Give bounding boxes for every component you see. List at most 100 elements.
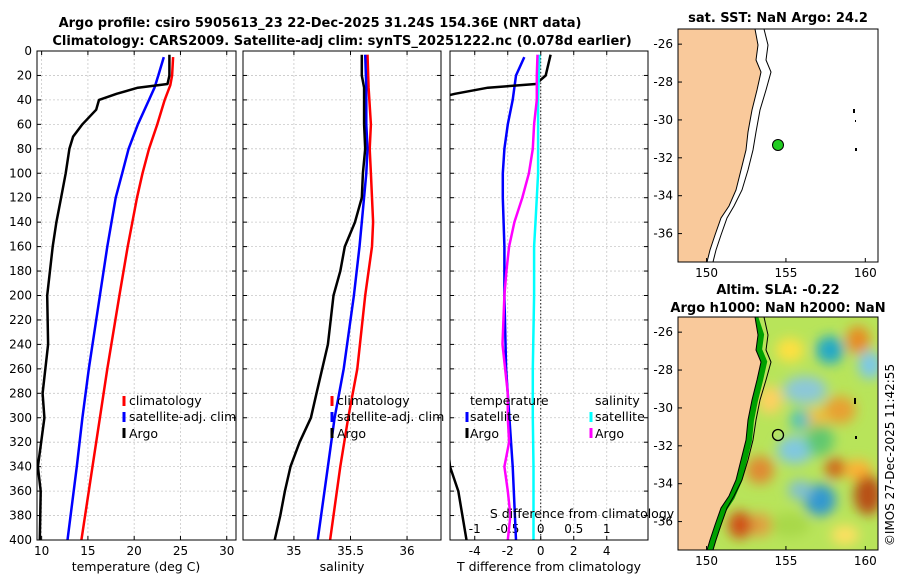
x-tick-label: 10 xyxy=(34,544,49,558)
sst-map-island xyxy=(855,148,857,151)
temperature-tick-labels: 10 15 20 25 30 xyxy=(34,544,234,558)
salinity-legend: climatology satellite-adj. clim Argo xyxy=(330,393,444,441)
temperature-grid xyxy=(37,50,236,541)
series-line-temperature-satellite xyxy=(501,56,526,540)
x-tick-label: 35.5 xyxy=(337,544,364,558)
legend-s-satellite-label: satellite xyxy=(595,409,645,424)
series-line-argo xyxy=(37,54,171,540)
sst-map-land xyxy=(678,29,762,262)
legend-salinity-title: salinity xyxy=(595,393,640,408)
legend-s-argo-label: Argo xyxy=(595,426,624,441)
depth-tick-label: 120 xyxy=(9,191,32,205)
map-lat-tick-label: -34 xyxy=(653,477,673,491)
salinity-lines xyxy=(273,54,375,540)
sst-map: sat. SST: NaN Argo: 24.2 150 155 160 -26 -28… xyxy=(653,11,879,280)
difference-lines xyxy=(450,54,552,540)
salinity-grid xyxy=(243,50,441,541)
temperature-panel: 0 20 40 60 80 100 120 140 160 180 200 220 240 260 280 3… xyxy=(9,44,237,574)
sla-map-argo-marker xyxy=(771,428,785,442)
x-tick-label: 2 xyxy=(570,544,578,558)
salinity-tick-labels: 35 35.5 36 xyxy=(286,544,414,558)
difference-legend: temperature satellite Argo salinity sate… xyxy=(465,393,645,441)
difference-tick-labels: -4 -2 0 2 4 xyxy=(469,544,611,558)
salinity-difference-tick-label: 1 xyxy=(603,522,611,536)
x-tick-label: -4 xyxy=(469,544,481,558)
x-tick-label: 35 xyxy=(286,544,301,558)
map-lon-tick-label: 155 xyxy=(774,554,797,568)
series-line-satellite-adj-clim xyxy=(316,54,369,540)
series-line-climatology xyxy=(80,57,175,540)
x-tick-label: 4 xyxy=(603,544,611,558)
depth-tick-label: 360 xyxy=(9,484,32,498)
series-line-salinity-argo xyxy=(501,54,539,540)
depth-tick-label: 0 xyxy=(24,44,32,58)
x-tick-label: 36 xyxy=(399,544,414,558)
salinity-axes-frame xyxy=(242,50,442,541)
figure-title-line-2: Climatology: CARS2009. Satellite-adj cli… xyxy=(52,34,631,49)
depth-tick-label: 280 xyxy=(9,386,32,400)
sla-map-shelf-contour xyxy=(712,317,772,550)
sst-map-frame xyxy=(677,28,879,263)
legend-argo-label: Argo xyxy=(129,426,158,441)
salinity-difference-tick-labels: -1 -0.5 0 0.5 1 xyxy=(469,522,611,536)
map-lon-tick-label: 160 xyxy=(854,266,877,280)
sst-map-title: sat. SST: NaN Argo: 24.2 xyxy=(688,11,868,26)
series-line-climatology xyxy=(328,54,375,540)
map-lon-tick-label: 160 xyxy=(854,554,877,568)
map-lon-tick-label: 150 xyxy=(695,266,718,280)
salinity-difference-tick-label: 0.5 xyxy=(564,522,583,536)
difference-xlabel: T difference from climatology xyxy=(456,559,642,574)
x-tick-label: 25 xyxy=(173,544,188,558)
depth-tick-label: 40 xyxy=(17,93,32,107)
depth-tick-labels: 0 20 40 60 80 100 120 140 160 180 200 220 240 260 280 3… xyxy=(9,44,32,547)
depth-tick-label: 200 xyxy=(9,289,32,303)
legend-t-argo-label: Argo xyxy=(470,426,499,441)
x-tick-label: 20 xyxy=(127,544,142,558)
map-lat-tick-label: -36 xyxy=(653,227,673,241)
depth-tick-label: 380 xyxy=(9,509,32,523)
difference-axes-frame xyxy=(449,50,649,541)
legend-climatology-label: climatology xyxy=(129,393,202,408)
series-line-argo xyxy=(273,54,367,540)
difference-grid xyxy=(450,50,648,541)
depth-tick-label: 320 xyxy=(9,435,32,449)
depth-tick-label: 300 xyxy=(9,411,32,425)
sst-map-argo-marker xyxy=(772,139,784,151)
legend-t-satellite-label: satellite xyxy=(470,409,520,424)
series-line-salinity-satellite xyxy=(531,54,541,540)
sla-map-island xyxy=(854,398,856,404)
salinity-difference-tick-label: 0 xyxy=(537,522,545,536)
sla-map-title-line-2: Argo h1000: NaN h2000: NaN xyxy=(670,301,885,316)
map-lat-tick-label: -28 xyxy=(653,363,673,377)
temperature-xlabel: temperature (deg C) xyxy=(72,559,201,574)
temperature-axes-frame xyxy=(36,50,237,541)
depth-tick-label: 20 xyxy=(17,68,32,82)
depth-tick-label: 60 xyxy=(17,117,32,131)
depth-tick-label: 240 xyxy=(9,337,32,351)
sst-map-island xyxy=(853,109,855,113)
legend-satellite-label: satellite-adj. clim xyxy=(337,409,444,424)
map-lat-tick-label: -26 xyxy=(653,37,673,51)
x-tick-label: -2 xyxy=(502,544,514,558)
sla-map-ticks: 150 155 160 -26 -28 -30 -32 -34 -36 xyxy=(653,325,876,568)
figure-title-line-1: Argo profile: csiro 5905613_23 22-Dec-20… xyxy=(59,16,582,31)
depth-tick-label: 260 xyxy=(9,362,32,376)
sla-field xyxy=(728,326,878,545)
salinity-xlabel: salinity xyxy=(320,559,365,574)
difference-top-xlabel: S difference from climatology xyxy=(490,506,675,521)
legend-climatology-label: climatology xyxy=(337,393,410,408)
depth-tick-label: 340 xyxy=(9,460,32,474)
map-lat-tick-label: -30 xyxy=(653,113,673,127)
map-lat-tick-label: -34 xyxy=(653,189,673,203)
legend-temperature-title: temperature xyxy=(470,393,549,408)
salinity-difference-tick-label: -1 xyxy=(469,522,481,536)
map-lat-tick-label: -36 xyxy=(653,515,673,529)
temperature-legend: climatology satellite-adj. clim Argo xyxy=(122,393,236,441)
sla-map-land xyxy=(678,317,762,550)
depth-tick-label: 180 xyxy=(9,264,32,278)
sst-map-ticks: 150 155 160 -26 -28 -30 -32 -34 -36 xyxy=(653,37,876,280)
map-lat-tick-label: -32 xyxy=(653,439,673,453)
x-tick-label: 30 xyxy=(219,544,234,558)
salinity-panel: 35 35.5 36 salinity climatology satellite-… xyxy=(242,50,444,574)
